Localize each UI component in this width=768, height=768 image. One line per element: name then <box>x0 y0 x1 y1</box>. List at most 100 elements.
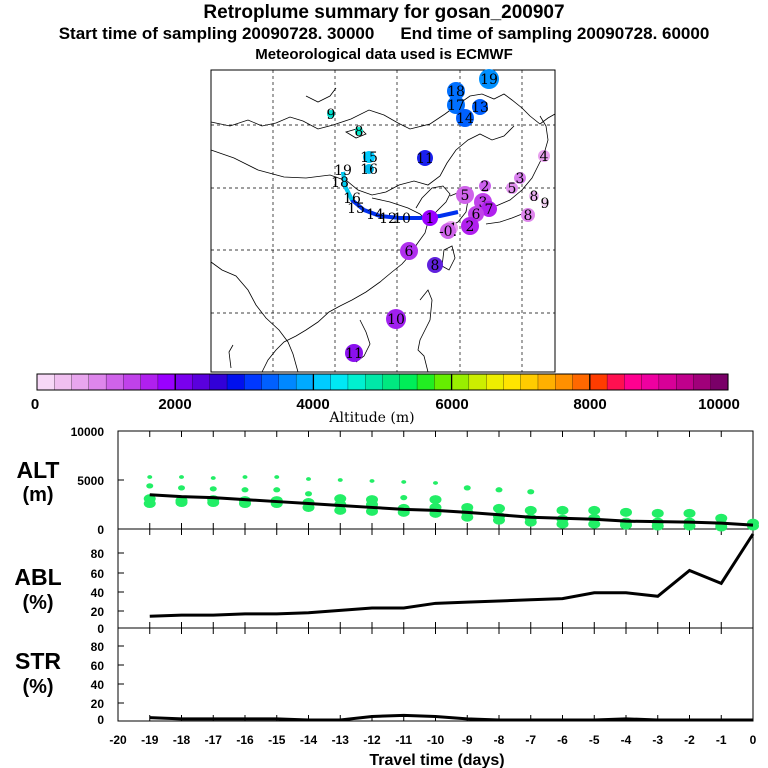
alt-ytick: 0 <box>97 523 104 537</box>
colorbar-tick: 2000 <box>158 396 191 413</box>
map-point-label: 5 <box>461 188 470 204</box>
alt-plume-point <box>588 519 601 529</box>
map-point: 16 <box>360 162 378 178</box>
colorbar-cell <box>36 373 55 391</box>
map-point-marker <box>472 99 488 115</box>
map-point-label: 6 <box>472 207 481 223</box>
x-tick-label: -9 <box>462 733 473 747</box>
sampling-end: End time of sampling 20090728. 60000 <box>400 24 710 43</box>
map-point-label: 8 <box>524 208 533 224</box>
colorbar-cell <box>71 373 90 391</box>
colorbar-cell <box>658 373 677 391</box>
map-point-label: 14 <box>366 207 384 223</box>
colorbar-cell <box>261 373 280 391</box>
str-panel-unit: (%) <box>22 676 53 698</box>
colorbar-cell <box>503 373 522 391</box>
map-point: 2 <box>479 179 491 195</box>
alt-plume-point <box>493 503 505 513</box>
map-point: 8 <box>529 189 539 205</box>
str-ytick: 80 <box>91 640 105 654</box>
colorbar-frame <box>36 373 729 391</box>
map-point: 17 <box>447 96 465 114</box>
alt-plume-point <box>274 475 280 479</box>
map-point-marker <box>355 127 363 135</box>
x-ticks: -20 -19 -18 -17 -16 -15 -14 -13 -12 -11 -10 -9 -8 -7-… <box>109 431 757 747</box>
alt-plume-point <box>493 515 505 525</box>
colorbar-tick: 4000 <box>296 396 329 413</box>
alt-mean-line <box>149 493 754 527</box>
map-point-marker <box>400 242 418 260</box>
colorbar-cell <box>192 373 211 391</box>
abl-ytick: 80 <box>91 547 105 561</box>
map-point: 11 <box>345 344 363 362</box>
colorbar-cell <box>606 373 625 391</box>
map-point: 2 <box>461 217 479 235</box>
str-ytick: 20 <box>91 697 105 711</box>
str-panel-label: STR <box>15 648 61 674</box>
colorbar-cell <box>244 373 263 391</box>
map-point: 15 <box>347 201 365 217</box>
x-axis-label: Travel time (days) <box>369 752 504 768</box>
colorbar-cell <box>347 373 366 391</box>
colorbar-cell <box>140 373 159 391</box>
map-point-label: 18 <box>331 175 349 191</box>
map-point-label: 9 <box>327 107 336 123</box>
alt-plume-point <box>146 483 154 489</box>
map-point: 14 <box>366 207 384 223</box>
map-point: 16 <box>343 191 361 207</box>
colorbar-cell <box>123 373 142 391</box>
colorbar-cell <box>54 373 73 391</box>
map-point-label: 2 <box>466 219 475 235</box>
str-frame <box>117 627 754 722</box>
abl-ytick: 40 <box>91 586 105 600</box>
colorbar-cell <box>295 373 314 391</box>
map-point-marker <box>456 186 474 204</box>
map-point-marker <box>479 69 499 89</box>
map-point-marker <box>521 208 535 222</box>
map-point-label: 1 <box>426 211 435 227</box>
colorbar-cell <box>693 373 712 391</box>
map-point-label: 11 <box>345 346 363 362</box>
alt-plume-point <box>495 487 503 493</box>
alt-plume-point <box>337 478 343 482</box>
map-point-label: 8 <box>431 258 440 274</box>
map-point: 8 <box>521 208 535 224</box>
colorbar-tick: 0 <box>31 396 39 413</box>
alt-plume-point <box>175 498 188 508</box>
colorbar-cell <box>451 373 470 391</box>
abl-ytick: 0 <box>97 622 104 636</box>
colorbar-cell <box>468 373 487 391</box>
x-tick-label: -19 <box>141 733 159 747</box>
colorbar-cell <box>105 373 124 391</box>
alt-plume-point <box>143 499 156 509</box>
colorbar-cell <box>278 373 297 391</box>
map-point-marker <box>427 257 443 273</box>
map-point: 8 <box>355 124 364 140</box>
alt-plume-point <box>429 495 442 505</box>
map-point-label: 18 <box>447 84 465 100</box>
map-point-label: 8 <box>530 189 539 205</box>
x-tick-label: -16 <box>236 733 254 747</box>
map-point: 15 <box>360 150 378 166</box>
map-point: 18 <box>447 82 465 100</box>
x-tick-label: -11 <box>395 733 412 747</box>
x-tick-label: -3 <box>652 733 663 747</box>
x-tick-label: -10 <box>427 733 445 747</box>
map-point: 9 <box>541 196 550 212</box>
colorbar-cell <box>382 373 401 391</box>
colorbar-cell <box>641 373 660 391</box>
map-point-label: 16 <box>343 191 361 207</box>
map-point-label: 17 <box>447 98 465 114</box>
colorbar-cell <box>175 373 194 391</box>
map-point-marker <box>506 182 518 194</box>
colorbar-cell <box>520 373 539 391</box>
alt-ytick: 5000 <box>77 474 104 488</box>
colorbar-cell <box>434 373 453 391</box>
map-point-label: 10 <box>393 211 411 227</box>
alt-plume-point <box>651 521 664 531</box>
colorbar-label: Altitude (m) <box>328 410 414 426</box>
alt-plume-point <box>369 479 375 483</box>
colorbar-cell <box>399 373 418 391</box>
colorbar-cell <box>589 373 608 391</box>
